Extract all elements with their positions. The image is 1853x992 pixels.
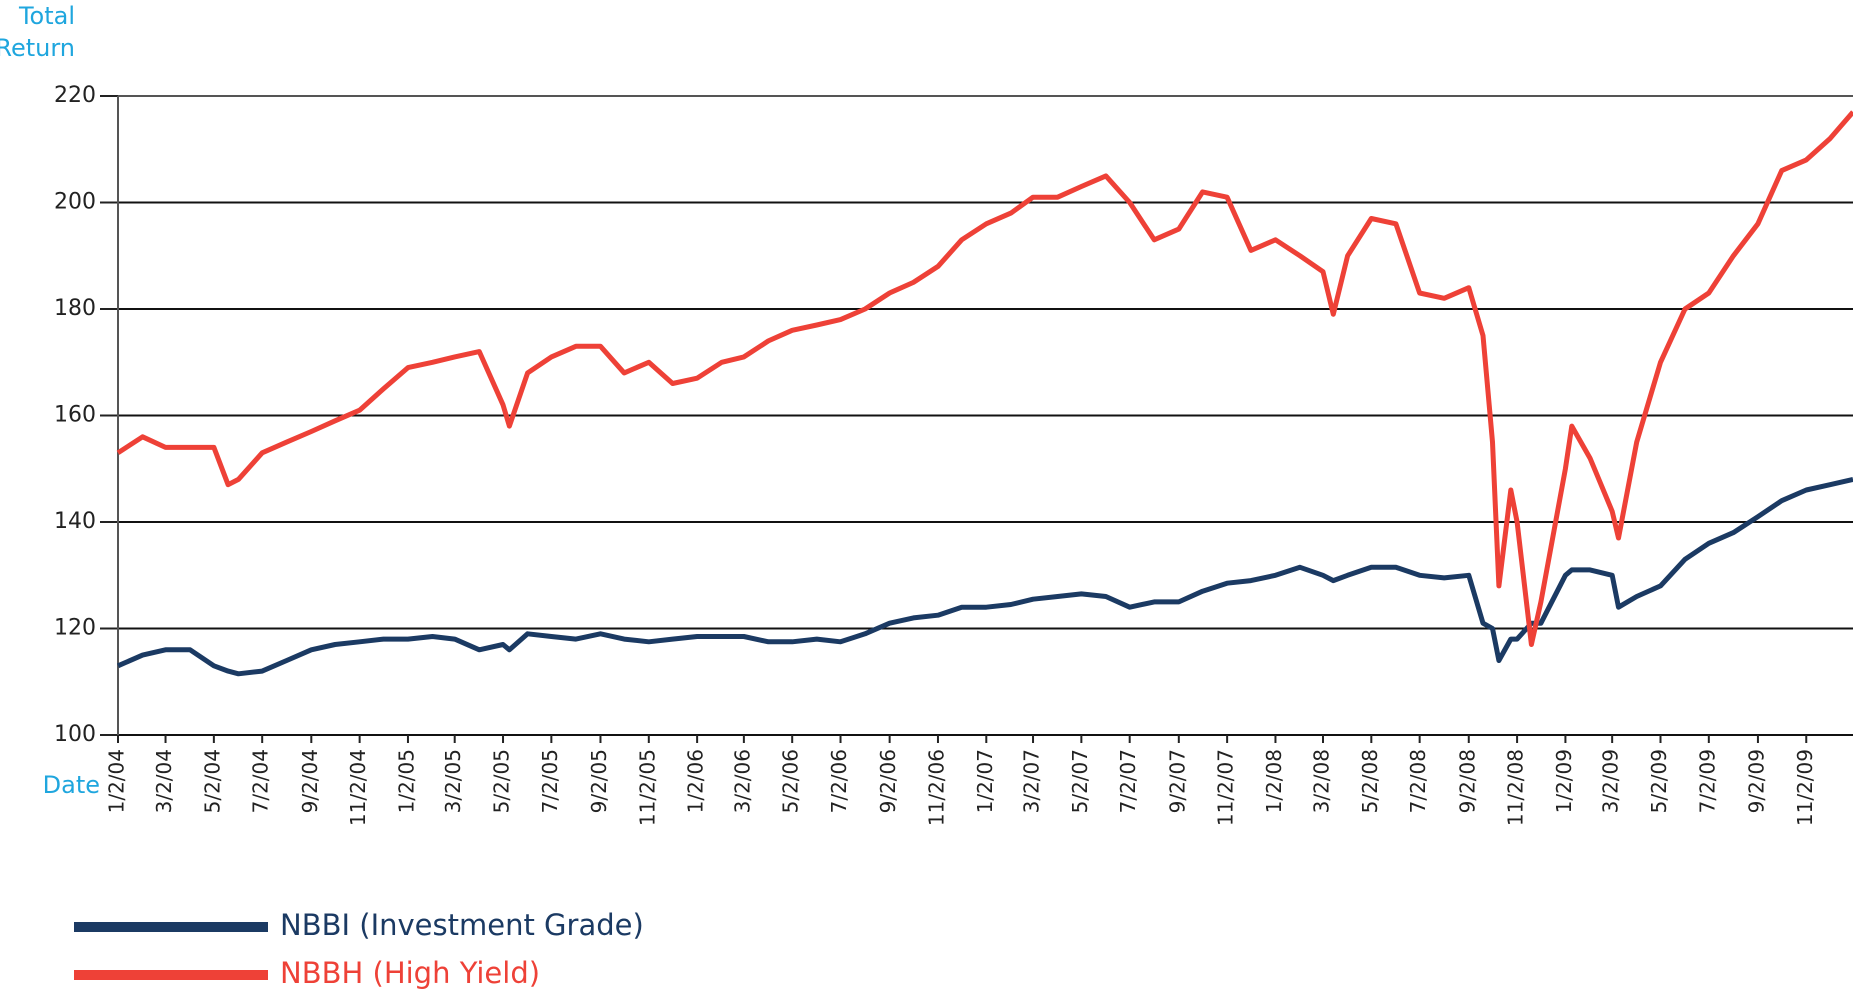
y-tick-label: 140 [54,509,96,534]
x-tick-label: 11/2/08 [1504,749,1528,826]
legend-swatch [74,970,268,980]
x-tick-label: 5/2/09 [1647,749,1671,813]
x-tick-label: 7/2/04 [249,749,273,813]
legend-swatch [74,922,268,932]
x-tick-label: 7/2/08 [1406,749,1430,813]
x-tick-label: 5/2/08 [1358,749,1382,813]
x-tick-label: 9/2/08 [1455,749,1479,813]
x-tick-label: 3/2/06 [730,749,754,813]
x-tick-label: 5/2/04 [200,749,224,813]
x-tick-label: 7/2/06 [827,749,851,813]
y-tick-label: 180 [54,296,96,321]
x-axis-title: Date [43,771,100,799]
x-tick-label: 9/2/09 [1744,749,1768,813]
x-tick-label: 1/2/07 [973,749,997,813]
x-tick-label: 11/2/04 [346,749,370,826]
legend-label: NBBH (High Yield) [280,956,540,990]
x-tick-label: 7/2/07 [1116,749,1140,813]
x-tick-label: 9/2/05 [587,749,611,813]
x-tick-label: 1/2/06 [684,749,708,813]
y-tick-label: 200 [54,190,96,215]
x-tick-label: 5/2/05 [490,749,514,813]
series-line [117,476,1853,677]
legend-label: NBBI (Investment Grade) [280,908,644,942]
y-axis-title: Total [18,2,75,30]
x-tick-label: 7/2/09 [1695,749,1719,813]
y-tick-label: 220 [54,83,96,108]
x-tick-label: 1/2/05 [394,749,418,813]
x-tick-label: 11/2/07 [1214,749,1238,826]
x-tick-label: 9/2/06 [876,749,900,813]
x-tick-label: 3/2/07 [1020,749,1044,813]
x-tick-label: 11/2/06 [924,749,948,826]
y-axis-title: Return [0,34,75,62]
x-tick-label: 3/2/05 [441,749,465,813]
x-tick-label: 5/2/07 [1068,749,1092,813]
x-tick-label: 7/2/05 [538,749,562,813]
x-tick-label: 11/2/09 [1793,749,1817,826]
x-tick-label: 9/2/04 [298,749,322,813]
x-tick-label: 11/2/05 [635,749,659,826]
series-line [116,110,1853,647]
x-tick-label: 3/2/04 [152,749,176,813]
x-tick-label: 1/2/04 [105,749,129,813]
x-tick-label: 3/2/08 [1309,749,1333,813]
x-tick-label: 1/2/08 [1262,749,1286,813]
y-tick-label: 100 [54,722,96,747]
x-tick-label: 1/2/09 [1552,749,1576,813]
x-tick-label: 3/2/09 [1599,749,1623,813]
x-tick-label: 9/2/07 [1165,749,1189,813]
x-tick-label: 5/2/06 [779,749,803,813]
y-tick-label: 160 [54,403,96,428]
y-tick-label: 120 [54,616,96,641]
